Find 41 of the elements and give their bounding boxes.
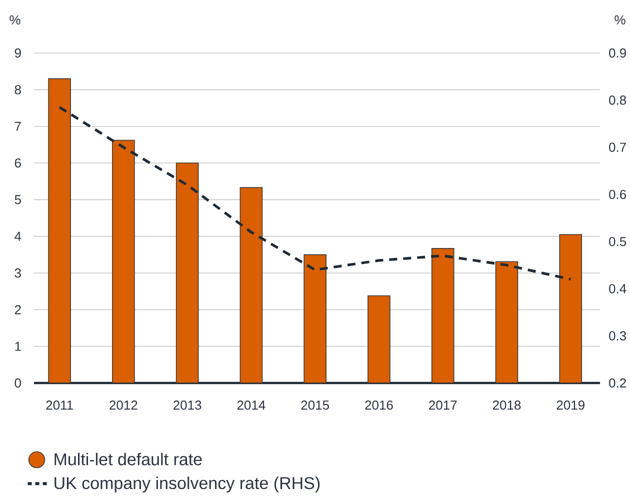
bar: [240, 187, 263, 383]
y-tick-label: 3: [14, 268, 21, 278]
y2-tick-label: 0.7: [609, 142, 626, 152]
y2-tick-label: 0.3: [609, 331, 626, 340]
bar: [304, 254, 326, 383]
y-axis-title: %: [10, 15, 20, 24]
bar: [559, 234, 582, 383]
x-tick-label: 2017: [429, 400, 457, 410]
y2-axis-title: %: [614, 15, 626, 24]
y2-tick-label: 0.8: [609, 96, 626, 105]
y-tick-label: 4: [14, 232, 22, 241]
x-tick-label: 2016: [365, 400, 393, 410]
y2-tick-label: 0.2: [609, 378, 626, 388]
x-tick-label: 2013: [174, 400, 202, 410]
y-tick-label: 2: [14, 305, 21, 314]
bar: [176, 162, 199, 383]
x-tick-label: 2018: [492, 400, 521, 410]
y-tick-label: 5: [14, 195, 21, 204]
y-tick-label: 9: [14, 48, 21, 58]
line-series: [58, 106, 572, 281]
x-tick-label: 2011: [46, 400, 73, 410]
x-tick-label: 2014: [237, 400, 266, 410]
bar: [495, 261, 518, 383]
y2-tick-label: 0.4: [609, 284, 626, 294]
bar: [431, 248, 454, 383]
bar: [112, 140, 135, 383]
y-tick-label: 7: [14, 122, 21, 131]
y-tick-label: 6: [14, 158, 21, 168]
legend-label: Multi-let default rate: [54, 452, 202, 466]
y-tick-label: 0: [14, 378, 21, 388]
y-tick-label: 8: [14, 85, 21, 94]
y2-tick-label: 0.5: [609, 236, 626, 246]
x-tick-label: 2015: [301, 400, 329, 410]
bar: [48, 78, 71, 383]
y2-tick-label: 0.6: [609, 190, 626, 200]
legend-label: UK company insolvency rate (RHS): [54, 476, 320, 493]
y-tick-label: 1: [15, 342, 21, 351]
x-tick-label: 2019: [556, 400, 584, 410]
x-tick-label: 2012: [110, 400, 138, 410]
bar: [368, 295, 390, 383]
y2-tick-label: 0.9: [609, 48, 626, 58]
